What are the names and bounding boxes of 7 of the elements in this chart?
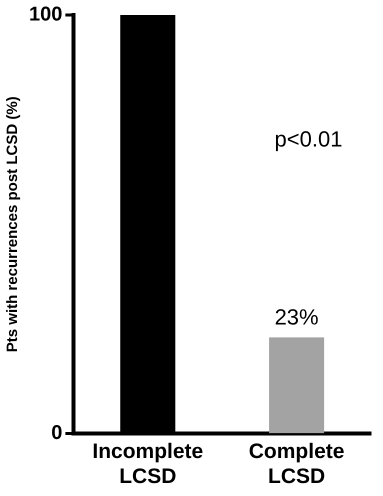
y-tick-label: 0 <box>51 422 62 444</box>
annotation: p<0.01 <box>274 126 342 152</box>
x-tick-label: Complete LCSD <box>248 440 344 488</box>
y-axis-title: Pts with recurrences post LCSD (%) <box>4 96 22 352</box>
data-label: 23% <box>274 304 319 330</box>
x-tick-label: Incomplete LCSD <box>92 440 204 488</box>
y-tick-label: 100 <box>28 4 62 26</box>
